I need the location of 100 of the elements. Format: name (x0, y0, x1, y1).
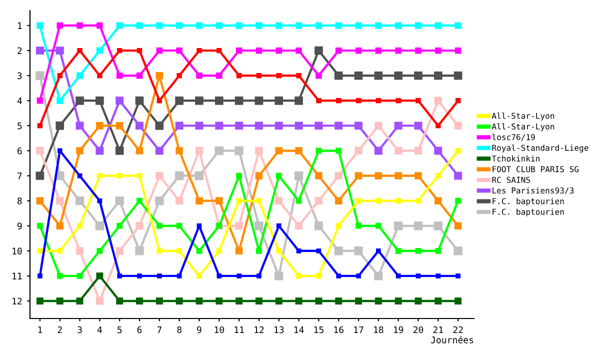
y-tick-label: 9 (17, 222, 22, 230)
point (136, 72, 143, 79)
point (57, 248, 63, 254)
legend-label: Royal-Standard-Liege (492, 144, 588, 152)
point (454, 172, 462, 180)
point (376, 98, 382, 104)
point (254, 122, 263, 130)
point (136, 48, 142, 54)
point (216, 22, 222, 29)
point (56, 196, 64, 205)
point (57, 73, 62, 78)
point (76, 247, 84, 255)
point (354, 172, 362, 180)
point (455, 198, 462, 204)
point (335, 22, 342, 29)
legend-label: Tchokinkin (492, 155, 540, 162)
point (156, 172, 164, 180)
point (136, 222, 144, 230)
point (174, 171, 184, 180)
y-tick-label: 3 (18, 72, 22, 80)
x-tick-label: 22 (453, 326, 463, 334)
y-tick-label: 12 (12, 298, 22, 304)
point (296, 248, 302, 254)
y-tick-label: 1 (18, 22, 22, 29)
point (156, 274, 162, 278)
point (454, 71, 462, 80)
point (276, 22, 282, 29)
x-tick-label: 8 (177, 326, 182, 334)
point (414, 146, 422, 155)
point (97, 198, 102, 204)
point (255, 172, 263, 180)
point (96, 146, 104, 155)
point (415, 248, 422, 254)
point (334, 71, 343, 80)
point (296, 73, 302, 78)
point (394, 222, 403, 230)
x-tick-label: 18 (374, 326, 384, 334)
point (156, 298, 163, 304)
point (56, 46, 64, 55)
point (175, 122, 184, 130)
point (396, 198, 402, 204)
point (155, 122, 164, 130)
point (116, 298, 124, 304)
x-tick-label: 13 (274, 326, 284, 334)
point (116, 48, 122, 54)
point (156, 98, 162, 104)
point (195, 96, 204, 105)
point (274, 122, 283, 130)
point (136, 147, 144, 154)
point (176, 73, 182, 78)
point (356, 274, 361, 278)
point (275, 196, 283, 205)
x-tick-label: 10 (214, 326, 224, 334)
point (116, 22, 123, 29)
point (354, 122, 363, 130)
point (256, 73, 262, 78)
x-tick-label: 7 (157, 326, 162, 334)
point (255, 146, 263, 155)
x-tick-label: 15 (314, 326, 324, 334)
legend-label: FOOT CLUB PARIS SG (492, 166, 579, 172)
point (116, 172, 122, 179)
point (294, 96, 303, 105)
point (395, 22, 402, 29)
point (316, 148, 322, 154)
point (36, 22, 44, 29)
point (314, 196, 323, 205)
point (37, 123, 43, 128)
point (176, 274, 182, 278)
point (176, 298, 183, 304)
x-axis-title: Journées (431, 336, 474, 344)
point (414, 71, 422, 80)
point (176, 222, 182, 229)
point (235, 122, 244, 130)
point (316, 98, 322, 104)
point (354, 71, 363, 80)
point (456, 274, 461, 278)
point (156, 47, 163, 54)
x-tick-label: 16 (334, 326, 344, 334)
point (96, 96, 104, 105)
point (335, 298, 342, 304)
point (455, 148, 461, 154)
point (76, 122, 84, 130)
point (434, 222, 442, 230)
point (374, 172, 382, 180)
point (56, 272, 63, 279)
x-tick-label: 12 (254, 326, 264, 334)
point (416, 274, 421, 278)
point (96, 47, 103, 54)
point (275, 147, 283, 154)
point (195, 122, 204, 130)
point (236, 22, 242, 29)
point (216, 248, 222, 254)
point (315, 172, 322, 180)
point (314, 222, 324, 230)
point (176, 196, 184, 205)
point (235, 222, 243, 230)
point (215, 122, 224, 130)
point (276, 47, 282, 54)
point (156, 248, 162, 254)
point (256, 198, 262, 204)
